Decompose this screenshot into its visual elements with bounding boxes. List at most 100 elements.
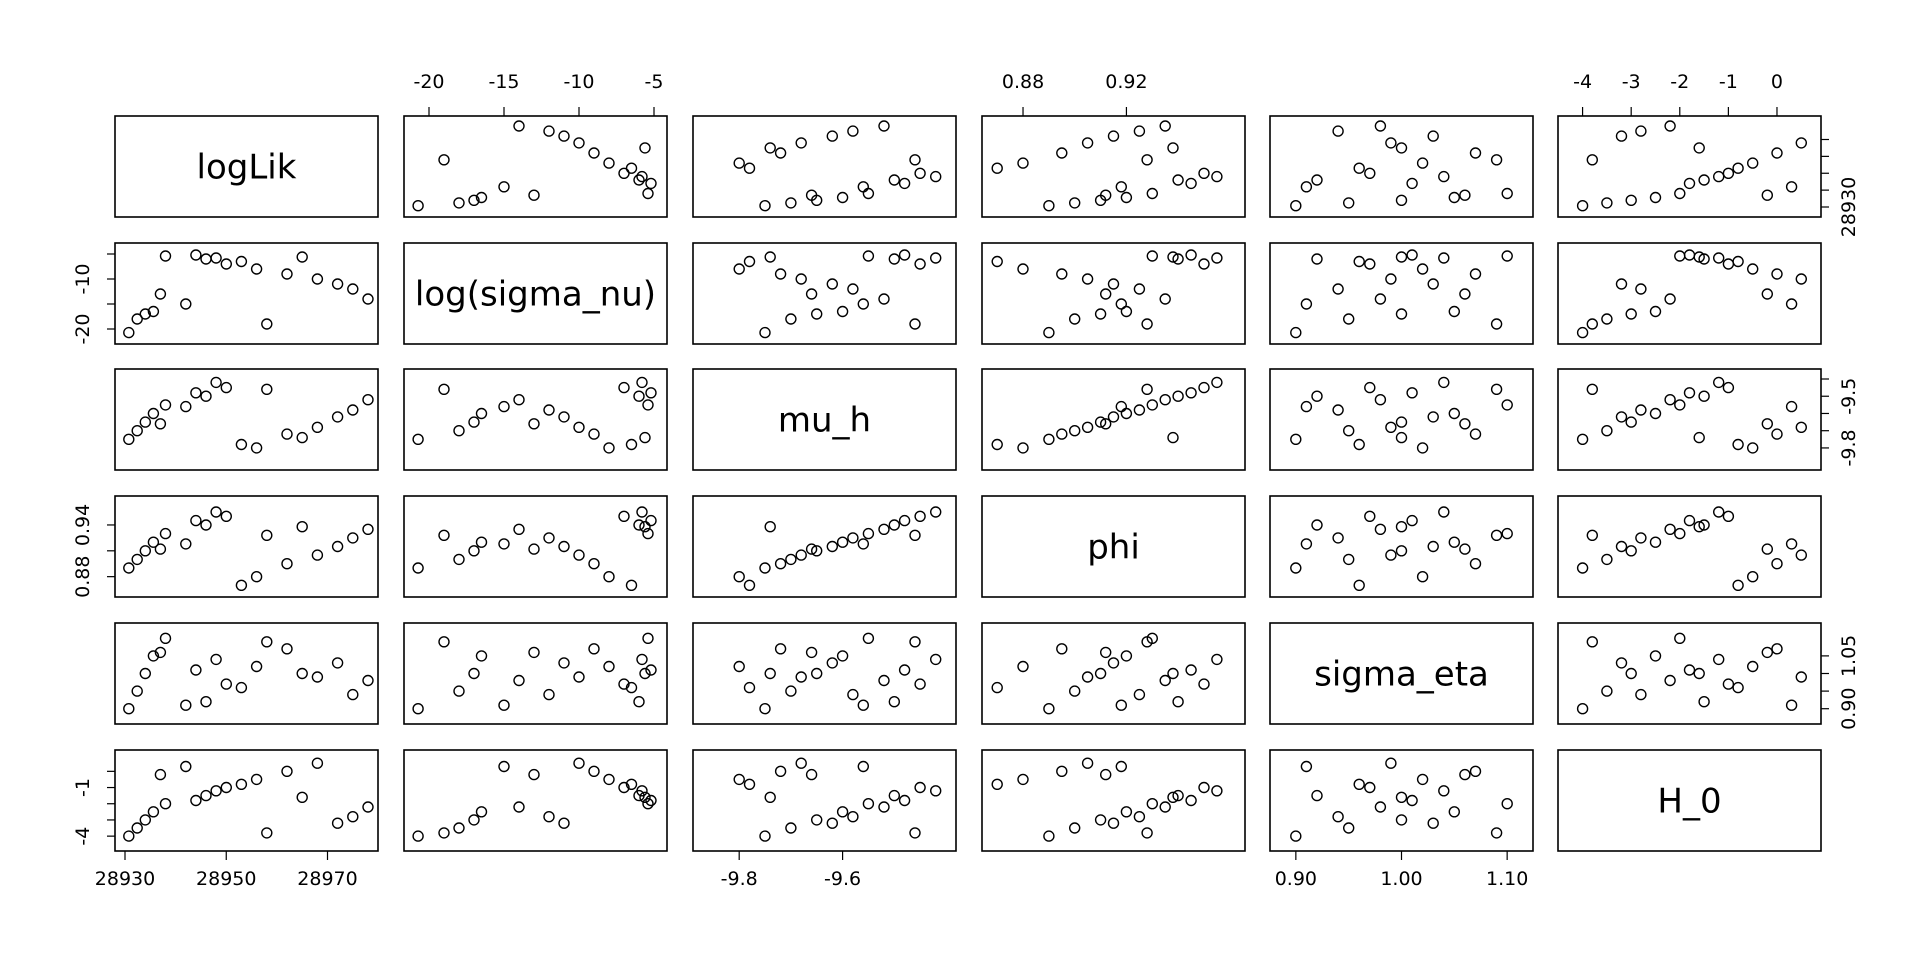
data-point (1133, 811, 1146, 823)
panel-r4-c5 (1557, 622, 1822, 725)
data-point (1693, 667, 1705, 680)
data-point (1683, 177, 1696, 190)
data-point (1395, 308, 1408, 320)
data-point (1693, 142, 1705, 154)
data-point (513, 674, 525, 687)
data-point (1746, 157, 1759, 169)
data-point (453, 553, 465, 566)
data-point (805, 543, 818, 555)
data-point (603, 442, 615, 454)
data-point (1167, 431, 1179, 444)
panel-r4-c4: sigma_eta (1269, 622, 1534, 725)
data-point (475, 407, 488, 420)
data-point (1311, 390, 1323, 402)
data-point (1353, 162, 1365, 174)
data-point (836, 536, 849, 548)
x-axis-phi: 0.88 0.92 (1002, 71, 1148, 116)
x-axis-sigma-eta: 0.90 1.00 1.10 (1275, 851, 1528, 890)
data-point (618, 381, 630, 394)
data-point (513, 120, 525, 132)
data-point (438, 529, 450, 541)
panel-frame (403, 749, 668, 852)
data-point (1141, 154, 1153, 166)
panel-frame (692, 242, 957, 345)
data-point (1576, 703, 1589, 715)
data-point (930, 653, 942, 666)
data-point (1395, 521, 1408, 533)
data-point (642, 798, 654, 810)
data-point (1395, 416, 1408, 428)
data-point (836, 806, 849, 818)
data-point (1198, 167, 1210, 180)
data-point (1395, 814, 1408, 826)
data-point (139, 814, 152, 826)
data-point (1698, 696, 1710, 708)
x-tick-label: -5 (645, 71, 664, 93)
data-point (159, 527, 172, 540)
y-axis-h-0: -4 -1 (72, 770, 115, 846)
data-point (1406, 387, 1418, 399)
panel-r3-c4 (1269, 495, 1534, 598)
data-point (1159, 801, 1171, 813)
data-point (633, 519, 645, 531)
data-point (159, 632, 172, 644)
data-point (878, 523, 890, 535)
data-point (1198, 258, 1210, 270)
data-point (991, 438, 1003, 451)
x-tick-label: 28970 (297, 868, 357, 890)
data-point (1771, 428, 1783, 440)
data-point (826, 540, 838, 553)
data-point (1332, 811, 1344, 823)
data-point (1712, 506, 1725, 518)
data-point (1746, 442, 1759, 454)
data-point (898, 177, 911, 190)
data-point (636, 170, 648, 183)
x-tick-label: -9.6 (824, 868, 861, 890)
data-point (1785, 181, 1798, 193)
panel-r3-c5 (1557, 495, 1822, 598)
data-point (281, 558, 293, 570)
data-point (1761, 288, 1774, 300)
data-point (528, 646, 540, 659)
data-point (296, 431, 308, 444)
data-point (1427, 278, 1439, 290)
data-point (645, 794, 657, 807)
data-point (1649, 305, 1662, 318)
data-point (862, 250, 875, 262)
x-axis-mu-h: -9.8 -9.6 (721, 851, 861, 890)
data-point (1133, 125, 1146, 137)
data-point (573, 671, 585, 683)
data-point (1364, 781, 1376, 794)
data-point (826, 657, 838, 669)
x-tick-label: 0.90 (1275, 868, 1317, 890)
data-point (1664, 523, 1676, 535)
data-point (1785, 298, 1798, 310)
data-point (1374, 293, 1387, 305)
data-point (281, 765, 293, 777)
data-point (1761, 543, 1774, 555)
data-point (1674, 632, 1686, 644)
data-point (331, 817, 344, 829)
panel-r4-c0 (114, 622, 379, 725)
panel-r1-c1: log(sigma_nu) (403, 242, 668, 345)
data-point (498, 699, 510, 711)
data-point (1081, 757, 1094, 769)
panel-frame (692, 749, 957, 852)
data-point (733, 773, 745, 786)
panel-r5-c5: H_0 (1557, 749, 1822, 852)
data-point (1159, 394, 1171, 406)
data-point (1615, 130, 1628, 142)
data-point (1683, 514, 1696, 527)
data-point (347, 811, 359, 823)
panel-frame (403, 622, 668, 725)
data-point (123, 433, 135, 445)
data-point (159, 798, 172, 810)
y-axis-sigma-eta: 0.90 1.05 (1821, 635, 1860, 730)
data-point (1771, 268, 1783, 280)
data-point (1395, 791, 1408, 803)
data-point (362, 523, 374, 535)
data-point (1068, 313, 1081, 325)
data-point (636, 376, 648, 389)
data-point (774, 268, 787, 280)
data-point (588, 765, 600, 777)
